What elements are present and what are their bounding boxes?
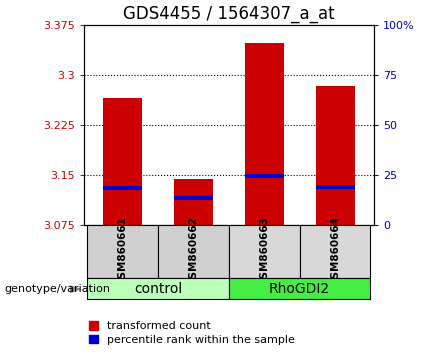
Bar: [174, 179, 213, 225]
Bar: [87, 225, 158, 278]
Bar: [245, 44, 284, 225]
Text: GSM860663: GSM860663: [259, 216, 269, 286]
Text: GSM860661: GSM860661: [117, 216, 128, 286]
Title: GDS4455 / 1564307_a_at: GDS4455 / 1564307_a_at: [123, 6, 334, 23]
Bar: [103, 186, 142, 190]
Polygon shape: [70, 285, 82, 293]
Bar: [245, 174, 284, 178]
Bar: [158, 225, 229, 278]
Bar: [87, 278, 229, 299]
Bar: [174, 196, 213, 200]
Text: GSM860664: GSM860664: [330, 216, 340, 286]
Bar: [300, 225, 370, 278]
Text: GSM860662: GSM860662: [188, 216, 198, 286]
Bar: [315, 185, 355, 189]
Text: control: control: [134, 281, 182, 296]
Bar: [103, 98, 142, 225]
Bar: [315, 86, 355, 225]
Bar: [229, 278, 370, 299]
Text: RhoGDI2: RhoGDI2: [269, 281, 330, 296]
Text: genotype/variation: genotype/variation: [4, 284, 110, 294]
Legend: transformed count, percentile rank within the sample: transformed count, percentile rank withi…: [89, 321, 295, 345]
Bar: [229, 225, 300, 278]
